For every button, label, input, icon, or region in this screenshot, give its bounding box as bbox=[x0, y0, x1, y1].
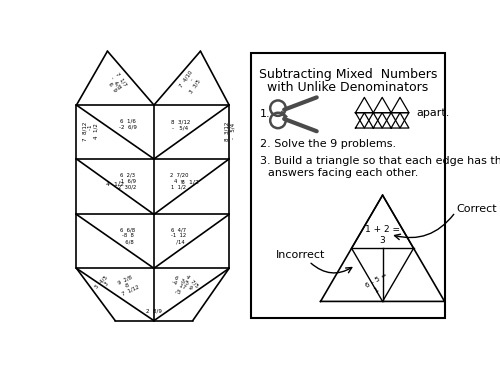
Text: Subtracting Mixed  Numbers: Subtracting Mixed Numbers bbox=[258, 68, 437, 81]
Text: 3. Build a triangle so that each edge has the same: 3. Build a triangle so that each edge ha… bbox=[260, 156, 500, 165]
Text: 2. Solve the 9 problems.: 2. Solve the 9 problems. bbox=[260, 138, 396, 148]
Text: 6  2/3
-1  6/9
2  30/2: 6 2/3 -1 6/9 2 30/2 bbox=[118, 173, 137, 190]
Text: 6  6/8
-8  8
  6/8: 6 6/8 -8 8 6/8 bbox=[120, 228, 135, 244]
Text: 4  7/5
   9: 4 7/5 9 bbox=[181, 274, 200, 293]
Text: 8  3/12
-   5/4: 8 3/12 - 5/4 bbox=[170, 120, 190, 130]
Text: 7  4/10
    -
3  3/5: 7 4/10 - 3 3/5 bbox=[178, 70, 203, 95]
Text: 1 + 2 =: 1 + 2 = bbox=[365, 225, 400, 234]
Text: 1: 1 bbox=[373, 287, 380, 294]
Text: 2  7/20
4  v
1  1/2: 2 7/20 4 v 1 1/2 bbox=[170, 173, 188, 190]
Text: 2  8/9: 2 8/9 bbox=[146, 308, 162, 313]
Text: 9  2/8
-8
7  1/12: 9 2/8 -8 7 1/12 bbox=[116, 274, 140, 297]
Text: 6  1/6
-2  6/9: 6 1/6 -2 6/9 bbox=[118, 119, 136, 130]
Text: 3  1/2: 3 1/2 bbox=[182, 180, 200, 184]
Text: 1.: 1. bbox=[260, 109, 271, 119]
Text: 3: 3 bbox=[380, 236, 386, 245]
Text: 6 - 5 =: 6 - 5 = bbox=[364, 271, 388, 288]
Text: answers facing each other.: answers facing each other. bbox=[268, 168, 418, 178]
Text: 8  3/12
-   5/4: 8 3/12 - 5/4 bbox=[224, 122, 235, 141]
Text: 6  3/5
-4  17
  /5: 6 3/5 -4 17 /5 bbox=[168, 274, 189, 296]
Text: Incorrect: Incorrect bbox=[276, 250, 325, 260]
Text: with Unlike Denominators: with Unlike Denominators bbox=[267, 81, 428, 94]
Text: 4  1/2: 4 1/2 bbox=[106, 181, 124, 186]
Text: 7  1/7
-  4/8
  6  9: 7 1/7 - 4/8 6 9 bbox=[104, 72, 128, 94]
Text: 7  8/12
    -1
4  1/2: 7 8/12 -1 4 1/2 bbox=[82, 122, 98, 141]
Text: 6  4/7
-1  12
  /14: 6 4/7 -1 12 /14 bbox=[171, 228, 186, 244]
Text: 5  4/5
   3: 5 4/5 3 bbox=[94, 274, 112, 293]
Bar bbox=[251, 53, 444, 318]
Text: Correct: Correct bbox=[456, 204, 497, 214]
Text: apart.: apart. bbox=[416, 108, 450, 118]
